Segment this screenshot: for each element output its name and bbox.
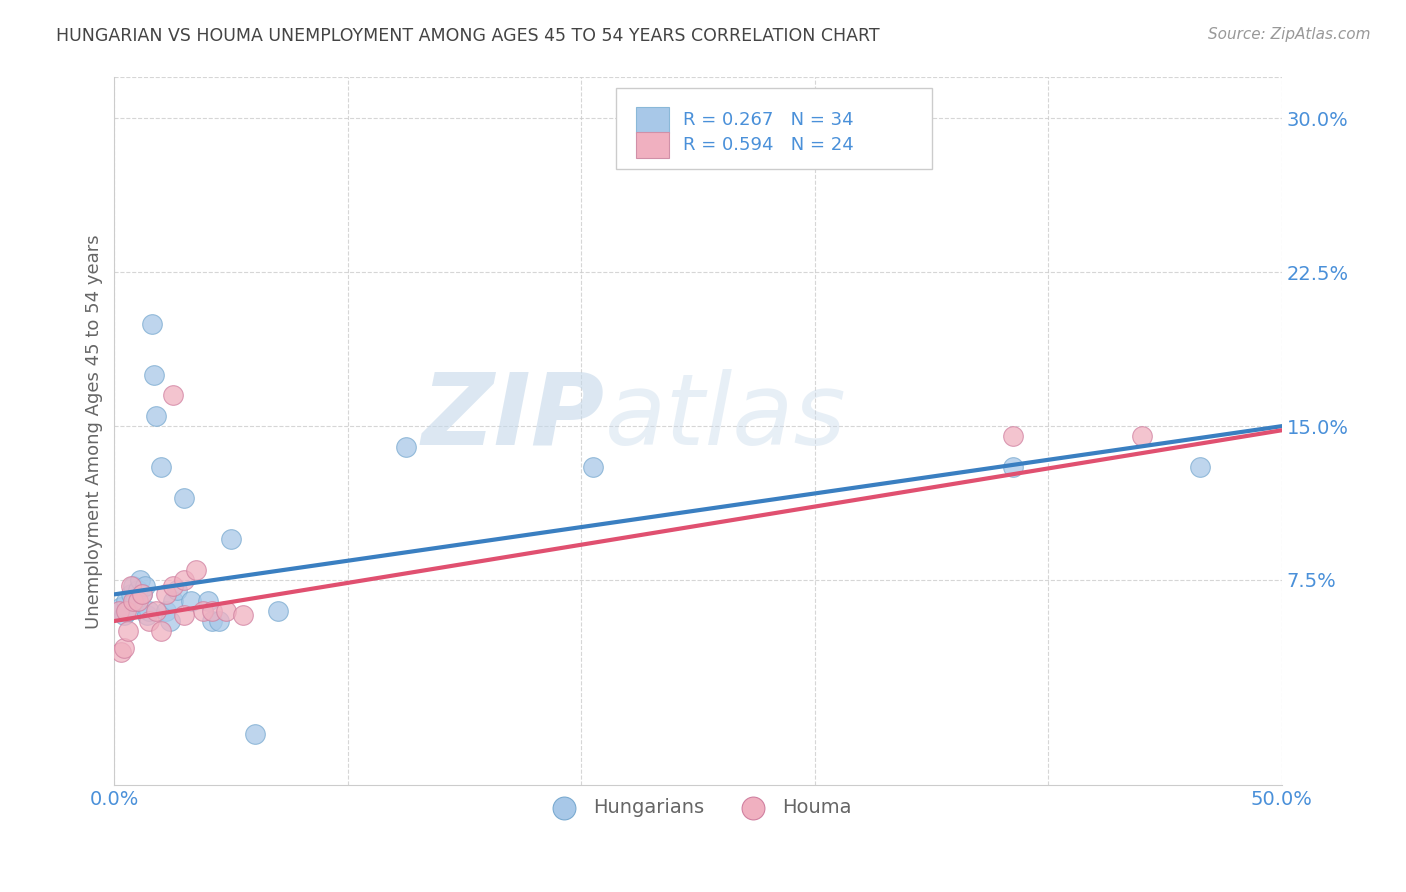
Point	[1130, 429, 1153, 443]
FancyBboxPatch shape	[637, 107, 669, 133]
Point	[166, 583, 188, 598]
Point	[159, 614, 181, 628]
Point	[201, 614, 224, 628]
Point	[108, 604, 131, 618]
Point	[115, 593, 138, 607]
Point	[208, 614, 231, 628]
Point	[197, 593, 219, 607]
Point	[120, 587, 142, 601]
Text: Source: ZipAtlas.com: Source: ZipAtlas.com	[1208, 27, 1371, 42]
Point	[122, 593, 145, 607]
Point	[120, 579, 142, 593]
Point	[138, 604, 160, 618]
Point	[395, 440, 418, 454]
Point	[141, 317, 163, 331]
Y-axis label: Unemployment Among Ages 45 to 54 years: Unemployment Among Ages 45 to 54 years	[86, 234, 103, 629]
Point	[155, 604, 177, 618]
Point	[112, 607, 135, 622]
Point	[110, 645, 132, 659]
Point	[180, 593, 202, 607]
Point	[117, 604, 139, 618]
Legend: Hungarians, Houma: Hungarians, Houma	[537, 790, 859, 825]
Point	[150, 624, 173, 639]
Point	[131, 587, 153, 601]
Point	[201, 604, 224, 618]
Point	[117, 624, 139, 639]
Point	[162, 388, 184, 402]
Point	[145, 604, 167, 618]
Point	[110, 599, 132, 614]
Point	[184, 563, 207, 577]
Text: ZIP: ZIP	[422, 368, 605, 466]
Text: R = 0.267   N = 34: R = 0.267 N = 34	[683, 111, 853, 128]
Point	[232, 607, 254, 622]
Text: R = 0.594   N = 24: R = 0.594 N = 24	[683, 136, 853, 154]
FancyBboxPatch shape	[616, 88, 932, 169]
Point	[162, 593, 184, 607]
Point	[191, 604, 214, 618]
Point	[122, 579, 145, 593]
Text: atlas: atlas	[605, 368, 846, 466]
Point	[1189, 460, 1212, 475]
Point	[173, 607, 195, 622]
Point	[131, 587, 153, 601]
Point	[138, 614, 160, 628]
Point	[219, 532, 242, 546]
Text: HUNGARIAN VS HOUMA UNEMPLOYMENT AMONG AGES 45 TO 54 YEARS CORRELATION CHART: HUNGARIAN VS HOUMA UNEMPLOYMENT AMONG AG…	[56, 27, 880, 45]
Point	[582, 460, 605, 475]
Point	[173, 491, 195, 505]
Point	[124, 593, 146, 607]
Point	[155, 587, 177, 601]
Point	[1002, 429, 1025, 443]
Point	[112, 640, 135, 655]
Point	[127, 593, 149, 607]
Point	[173, 573, 195, 587]
Point	[145, 409, 167, 423]
Point	[134, 579, 156, 593]
Point	[115, 604, 138, 618]
Point	[162, 579, 184, 593]
Point	[127, 583, 149, 598]
FancyBboxPatch shape	[637, 132, 669, 158]
Point	[150, 460, 173, 475]
Point	[136, 607, 159, 622]
Point	[215, 604, 238, 618]
Point	[1002, 460, 1025, 475]
Point	[108, 604, 131, 618]
Point	[129, 573, 152, 587]
Point	[243, 727, 266, 741]
Point	[143, 368, 166, 382]
Point	[267, 604, 290, 618]
